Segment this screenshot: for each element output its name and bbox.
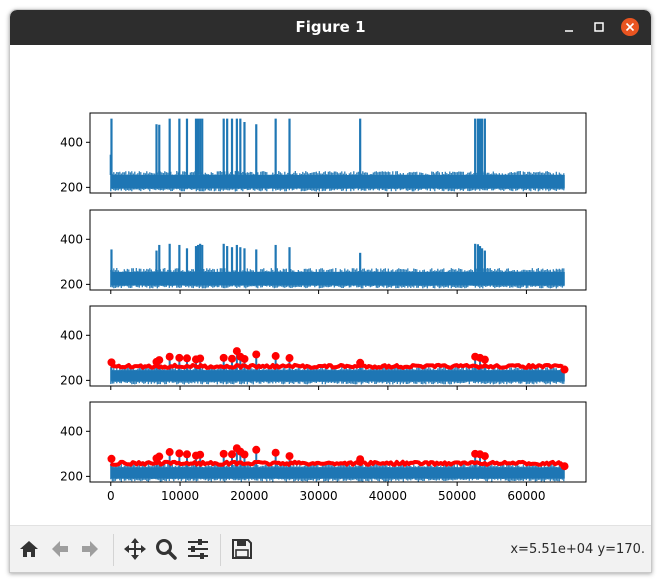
peak-marker: [196, 450, 205, 459]
toolbar-separator: [113, 534, 114, 566]
plot-area: [107, 347, 569, 385]
toolbar-separator: [220, 534, 221, 566]
peak-marker: [165, 448, 174, 457]
signal-noise: [110, 366, 565, 385]
save-button[interactable]: [229, 536, 255, 562]
zoom-icon: [156, 539, 177, 560]
signal-noise: [110, 171, 565, 192]
title-bar[interactable]: Figure 1: [10, 10, 651, 45]
subplot-4: 200 400 0 10000 20000 30000 40000 50000 60000: [60, 401, 587, 503]
plot-area: [110, 243, 565, 289]
subplot-3: 200 400: [60, 305, 587, 390]
close-icon: [621, 18, 639, 36]
home-icon: [20, 541, 38, 557]
x-tick-label: 10000: [161, 489, 199, 503]
axes-frame: [89, 112, 587, 194]
peak-marker: [271, 352, 280, 361]
peak-marker: [182, 450, 191, 459]
peak-marker: [252, 445, 261, 454]
forward-arrow-icon: [82, 541, 98, 557]
minimize-button[interactable]: [559, 17, 579, 37]
figure-window: Figure 1 200 400 200 400 200 400 200 400 0 10000 2…: [9, 9, 652, 573]
signal-noise: [110, 268, 565, 289]
zoom-button[interactable]: [153, 536, 179, 562]
peak-marker: [356, 455, 365, 464]
cursor-coordinates: x=5.51e+04 y=170.: [510, 542, 645, 557]
back-arrow-icon: [52, 541, 68, 557]
peak-marker: [107, 454, 116, 463]
peak-marker: [560, 365, 569, 374]
subplot-1: 200 400: [60, 112, 587, 197]
subplots-svg[interactable]: 200 400 200 400 200 400 200 400 0 10000 20000 30000…: [10, 45, 651, 525]
plot-area: [107, 444, 569, 482]
peak-marker: [356, 358, 365, 367]
navigation-toolbar: x=5.51e+04 y=170.: [10, 525, 651, 572]
peak-marker: [271, 448, 280, 457]
plot-area: [109, 118, 565, 192]
peak-marker: [240, 354, 249, 363]
y-tick-label: 400: [60, 232, 83, 246]
x-tick-label: 40000: [369, 489, 407, 503]
peak-marker: [228, 450, 237, 459]
save-icon: [232, 539, 252, 559]
y-tick-label: 200: [60, 469, 83, 483]
y-tick-label: 400: [60, 135, 83, 149]
y-tick-label: 200: [60, 180, 83, 194]
peak-marker: [175, 353, 184, 362]
close-button[interactable]: [620, 17, 640, 37]
peak-marker: [480, 355, 489, 364]
peak-marker: [240, 450, 249, 459]
y-tick-label: 400: [60, 328, 83, 342]
peak-envelope: [110, 362, 564, 370]
home-button[interactable]: [16, 536, 42, 562]
subplots-button[interactable]: [185, 536, 211, 562]
x-tick-label: 30000: [300, 489, 338, 503]
peak-marker: [285, 452, 294, 461]
peak-envelope: [109, 459, 565, 467]
y-tick-label: 400: [60, 424, 83, 438]
peak-marker: [560, 462, 569, 471]
peak-marker: [165, 352, 174, 361]
peak-marker: [480, 452, 489, 461]
axes-frame: [89, 305, 587, 387]
peak-marker: [182, 354, 191, 363]
back-button[interactable]: [47, 536, 73, 562]
peak-marker: [219, 353, 228, 362]
y-tick-label: 200: [60, 373, 83, 387]
peak-marker: [175, 449, 184, 458]
figure-canvas[interactable]: 200 400 200 400 200 400 200 400 0 10000 20000 30000…: [10, 45, 651, 525]
maximize-icon: [594, 22, 604, 32]
x-tick-label: 50000: [438, 489, 476, 503]
x-tick-label: 20000: [230, 489, 268, 503]
peak-marker: [219, 449, 228, 458]
subplots-icon: [188, 539, 208, 559]
peak-marker: [252, 350, 261, 359]
minimize-icon: [565, 30, 573, 32]
pan-icon: [124, 538, 146, 560]
x-tick-label: 0: [107, 489, 115, 503]
axes-frame: [89, 209, 587, 291]
pan-button[interactable]: [122, 536, 148, 562]
peak-marker: [285, 354, 294, 363]
signal-noise: [110, 463, 565, 482]
maximize-button[interactable]: [589, 17, 609, 37]
peak-marker: [155, 356, 164, 365]
peak-marker: [155, 452, 164, 461]
x-tick-label: 60000: [507, 489, 545, 503]
window-title: Figure 1: [295, 18, 366, 36]
y-tick-label: 200: [60, 277, 83, 291]
peak-marker: [228, 354, 237, 363]
axes-frame: [89, 401, 587, 483]
forward-button[interactable]: [77, 536, 103, 562]
subplot-2: 200 400: [60, 209, 587, 294]
peak-marker: [196, 354, 205, 363]
peak-marker: [107, 358, 116, 367]
